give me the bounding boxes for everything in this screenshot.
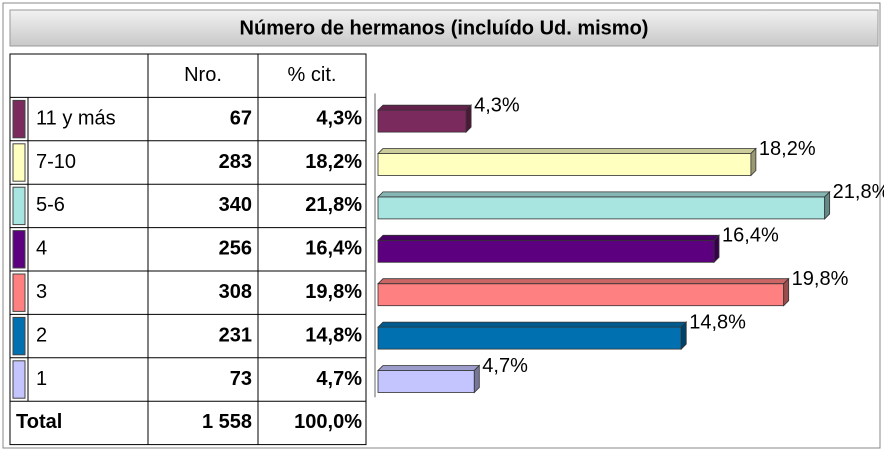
- data-label: 19,8%: [792, 268, 849, 290]
- count-cell: 73: [230, 368, 252, 390]
- bar: [377, 370, 475, 393]
- bar: [377, 109, 467, 133]
- data-label: 4,7%: [482, 355, 528, 377]
- data-label: 16,4%: [722, 225, 779, 247]
- legend-swatch: [12, 230, 26, 269]
- bar-top: [377, 148, 757, 154]
- percent-cell: 14,8%: [305, 324, 362, 346]
- count-cell: 231: [219, 324, 252, 346]
- category-label: 5-6: [36, 194, 65, 216]
- category-label: 7-10: [36, 151, 76, 173]
- total-percent: 100,0%: [294, 411, 362, 433]
- title-bar: [9, 9, 879, 47]
- count-cell: 256: [219, 238, 252, 260]
- chart-title: Número de hermanos (incluído Ud. mismo): [240, 17, 649, 39]
- table-border: [9, 53, 367, 446]
- count-cell: 67: [230, 107, 252, 129]
- bar: [377, 283, 785, 307]
- bar: [377, 239, 715, 263]
- category-label: 4: [36, 238, 47, 260]
- bar-top: [377, 365, 481, 371]
- bar-top: [377, 191, 831, 198]
- percent-cell: 16,4%: [305, 238, 362, 260]
- legend-swatch: [12, 99, 26, 139]
- bar-side: [680, 321, 687, 351]
- bar: [377, 153, 752, 176]
- category-label: 1: [36, 368, 47, 390]
- bar: [377, 326, 682, 350]
- percent-cell: 4,7%: [316, 368, 362, 390]
- category-label: 2: [36, 324, 47, 346]
- percent-cell: 18,2%: [305, 151, 362, 173]
- legend-swatch: [12, 273, 26, 312]
- count-cell: 308: [219, 281, 252, 303]
- data-label: 14,8%: [689, 311, 746, 333]
- data-label: 21,8%: [833, 181, 884, 203]
- legend-swatch: [12, 186, 26, 226]
- bar-side: [783, 277, 790, 307]
- total-count: 1 558: [202, 411, 252, 433]
- bar: [377, 196, 826, 220]
- bar-side: [465, 104, 472, 134]
- column-header: Nro.: [184, 64, 222, 86]
- percent-cell: 21,8%: [305, 194, 362, 216]
- data-label: 4,3%: [474, 94, 520, 116]
- count-cell: 340: [219, 194, 252, 216]
- legend-swatch: [12, 143, 26, 182]
- bar-side: [750, 147, 757, 177]
- bar-top: [377, 104, 473, 111]
- column-header: % cit.: [288, 64, 337, 86]
- bar-top: [377, 321, 688, 328]
- legend-swatch: [12, 316, 26, 356]
- bar-side: [713, 234, 720, 264]
- data-label: 18,2%: [759, 138, 816, 160]
- total-label: Total: [16, 411, 62, 433]
- bar-top: [377, 278, 790, 285]
- bar-side: [473, 364, 480, 394]
- bar-top: [377, 234, 720, 241]
- count-cell: 283: [219, 151, 252, 173]
- percent-cell: 19,8%: [305, 281, 362, 303]
- category-label: 11 y más: [36, 107, 116, 129]
- percent-cell: 4,3%: [316, 107, 362, 129]
- legend-swatch: [12, 360, 26, 399]
- category-label: 3: [36, 281, 47, 303]
- bar-side: [824, 190, 831, 220]
